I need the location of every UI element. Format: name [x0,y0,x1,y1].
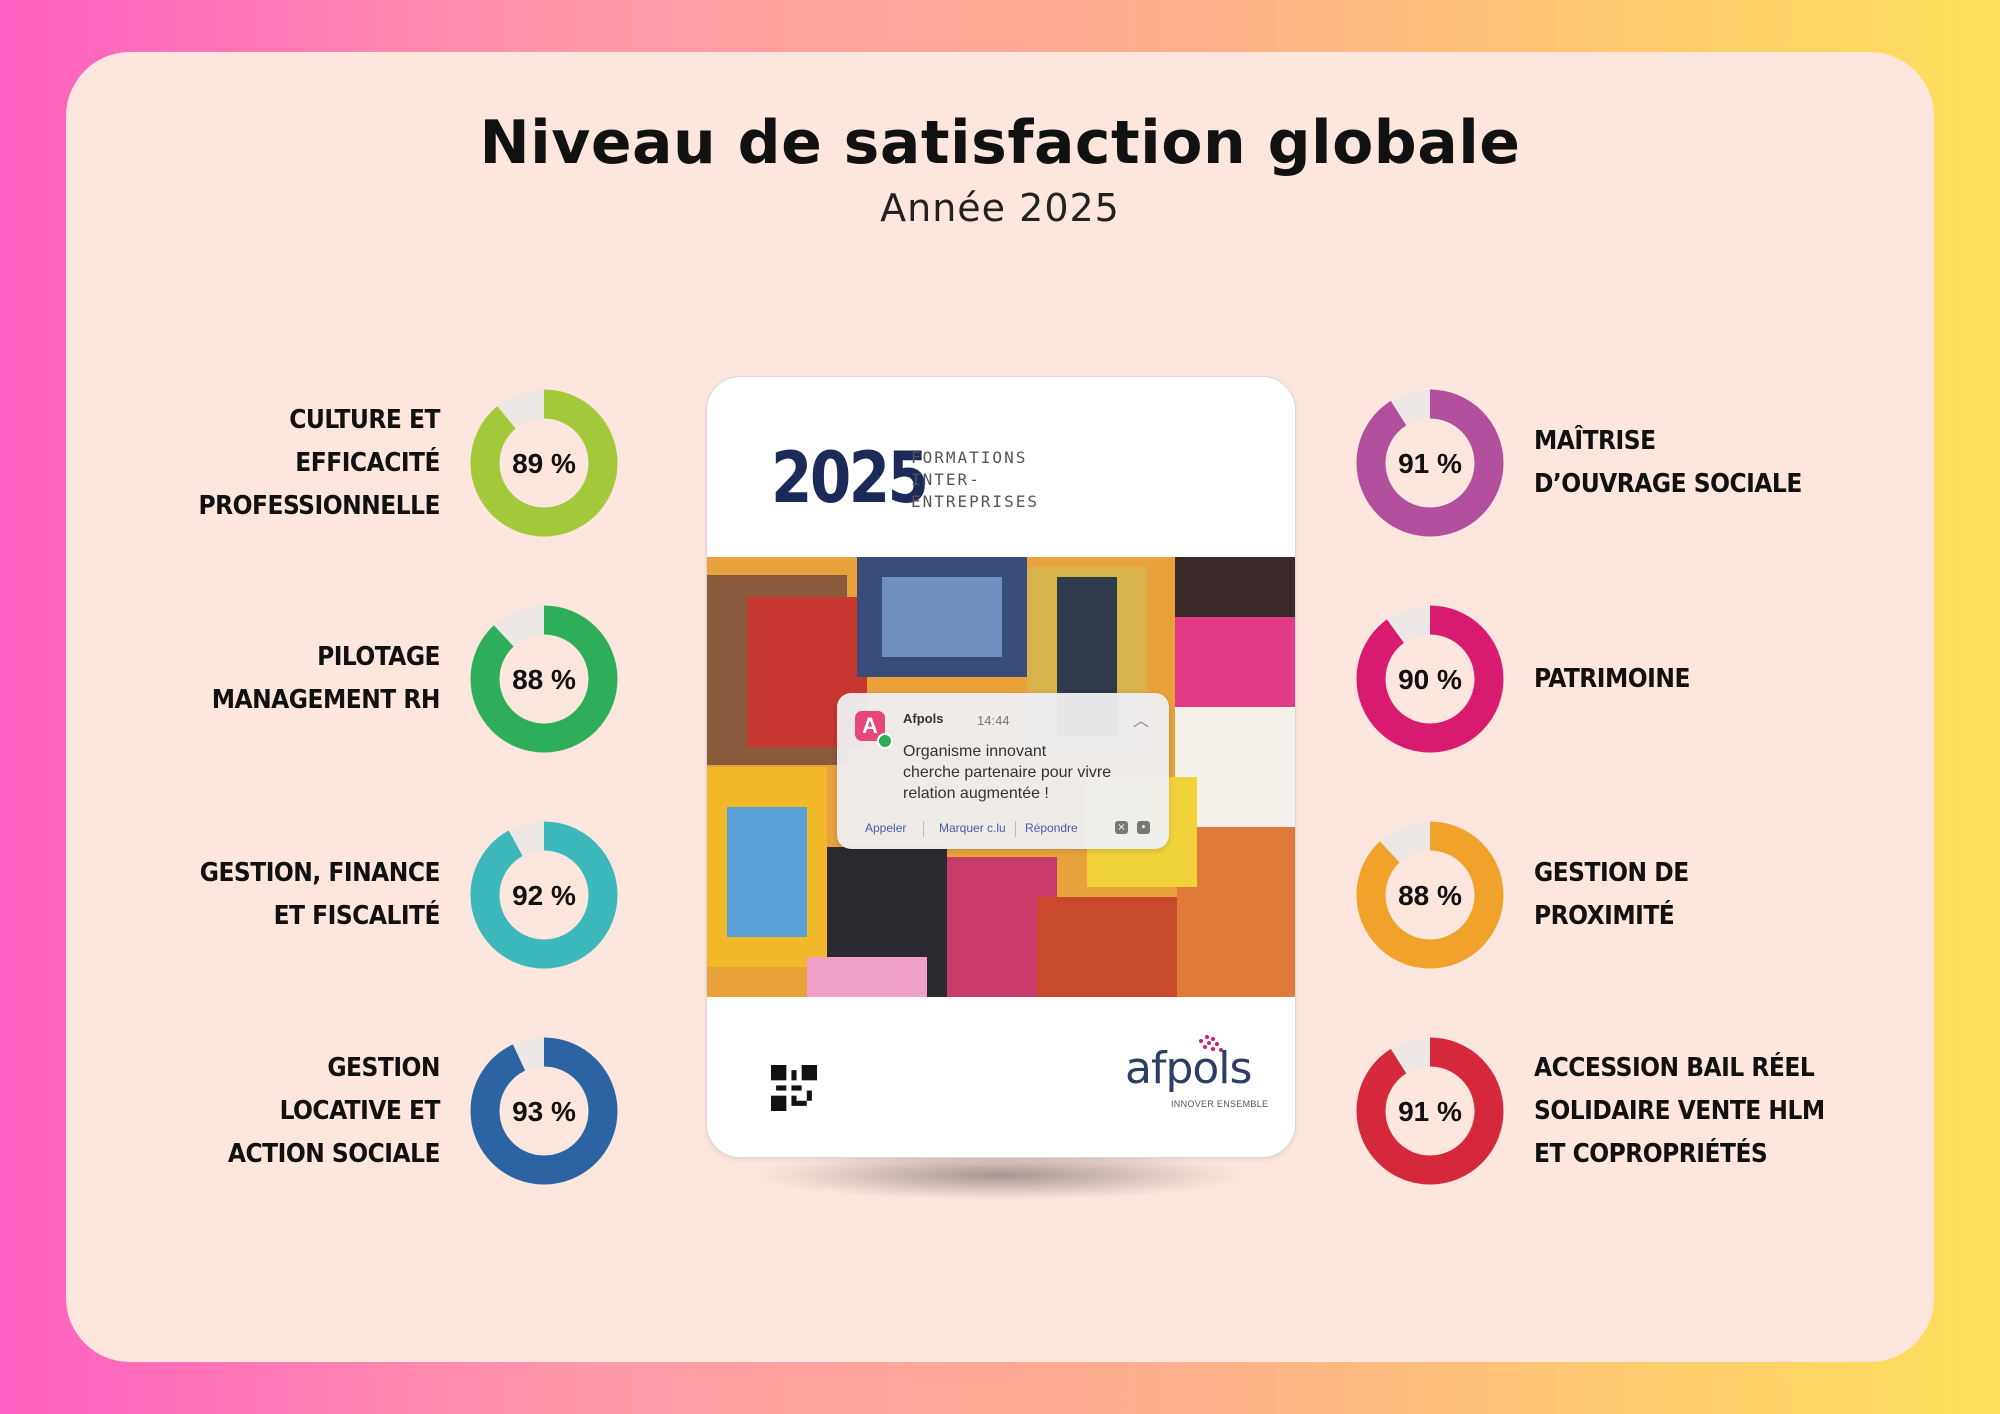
category-label-line: ET FISCALITÉ [273,901,441,931]
brochure-shadow [760,1150,1240,1200]
close-icon: × [1115,821,1128,834]
donut-value-label: 88 % [512,664,576,695]
category-label-line: GESTION DE [1534,858,1689,888]
donut-value-label: 92 % [512,880,576,911]
donut-arc [470,605,618,753]
notification-time: 14:44 [977,713,1010,728]
category-label-line: PROFESSIONNELLE [198,490,440,521]
brochure-cover: 2025 FORMATIONS INTER- ENTREPRISES A Afp… [706,376,1296,1158]
brochure-subtitle: FORMATIONS INTER- ENTREPRISES [911,447,1039,513]
donut-arc [1356,821,1504,969]
page-subtitle: Année 2025 [880,186,1120,230]
category-label-line: LOCATIVE ET [279,1095,441,1126]
donut-arc [470,389,618,537]
donut-arc [1356,1037,1504,1185]
donut-3: 92 % [470,821,618,969]
brochure-subtitle-line: FORMATIONS [911,448,1028,467]
category-label-line: MAÎTRISE [1534,426,1656,456]
donut-arc [1356,605,1504,753]
notification-message-line: Organisme innovant [903,743,1047,760]
category-label-line: GESTION [327,1052,440,1083]
notification-message-line: relation augmentée ! [903,785,1049,802]
divider [1015,821,1016,837]
notification-message-line: cherche partenaire pour vivre [903,764,1112,781]
donut-8: 91 % [1356,1037,1504,1185]
category-label: GESTION DE PROXIMITÉ [1534,852,1689,938]
category-label: CULTURE ET EFFICACITÉ PROFESSIONNELLE [198,399,440,528]
category-label-line: ACTION SOCIALE [227,1138,441,1169]
bell-icon: • [1137,821,1150,834]
donut-value-label: 89 % [512,448,576,479]
category-label-line: GESTION, FINANCE [199,858,441,888]
donut-arc [470,1037,618,1185]
logo-dots-icon [1199,1035,1223,1052]
chat-badge-icon [877,733,893,749]
donut-value-label: 88 % [1398,880,1462,911]
donut-arc [470,821,618,969]
brochure-subtitle-line: INTER- [911,470,981,489]
category-label-line: D’OUVRAGE SOCIALE [1534,469,1802,499]
afpols-logo: afpols [1125,1043,1252,1094]
donut-value-label: 93 % [512,1096,576,1127]
category-label-line: ACCESSION BAIL RÉEL [1534,1052,1815,1083]
notification-card: A Afpols 14:44 ︿ Organisme innovant cher… [837,693,1169,849]
donut-value-label: 91 % [1398,448,1462,479]
chevron-up-icon: ︿ [1133,711,1150,730]
donut-4: 93 % [470,1037,618,1185]
donut-7: 88 % [1356,821,1504,969]
category-label: PATRIMOINE [1534,658,1690,701]
reply-action: Répondre [1025,821,1078,835]
category-label-line: EFFICACITÉ [295,447,440,478]
category-label-line: CULTURE ET [289,404,440,435]
page-title: Niveau de satisfaction globale [479,108,1521,178]
brochure-subtitle-line: ENTREPRISES [911,492,1039,511]
donut-value-label: 90 % [1398,664,1462,695]
category-label-line: PROXIMITÉ [1534,901,1675,931]
donut-arc [1356,389,1504,537]
donut-5: 91 % [1356,389,1504,537]
notification-actions: Appeler Marquer c.lu Répondre × • [853,821,1153,839]
notification-message: Organisme innovant cherche partenaire po… [903,741,1153,804]
donut-1: 89 % [470,389,618,537]
category-label-line: ET COPROPRIÉTÉS [1534,1138,1768,1169]
category-label-line: SOLIDAIRE VENTE HLM [1534,1095,1825,1126]
qr-code-icon [771,1065,817,1111]
call-action: Appeler [865,821,907,835]
category-label: GESTION LOCATIVE ET ACTION SOCIALE [227,1047,441,1176]
donut-6: 90 % [1356,605,1504,753]
donut-value-label: 91 % [1398,1096,1462,1127]
mark-read-action: Marquer c.lu [939,821,1006,835]
category-label: GESTION, FINANCE ET FISCALITÉ [199,852,441,938]
donut-2: 88 % [470,605,618,753]
divider [923,821,924,837]
category-label: MAÎTRISE D’OUVRAGE SOCIALE [1534,420,1802,506]
logo-tagline: INNOVER ENSEMBLE [1171,1099,1269,1109]
category-label-line: MANAGEMENT RH [211,685,441,715]
brochure-year: 2025 [771,437,929,519]
category-label: ACCESSION BAIL RÉEL SOLIDAIRE VENTE HLM ET… [1534,1047,1825,1176]
notification-app-name: Afpols [903,711,944,726]
category-label-line: PATRIMOINE [1534,663,1690,694]
category-label: PILOTAGE MANAGEMENT RH [211,636,441,722]
category-label-line: PILOTAGE [317,642,440,672]
